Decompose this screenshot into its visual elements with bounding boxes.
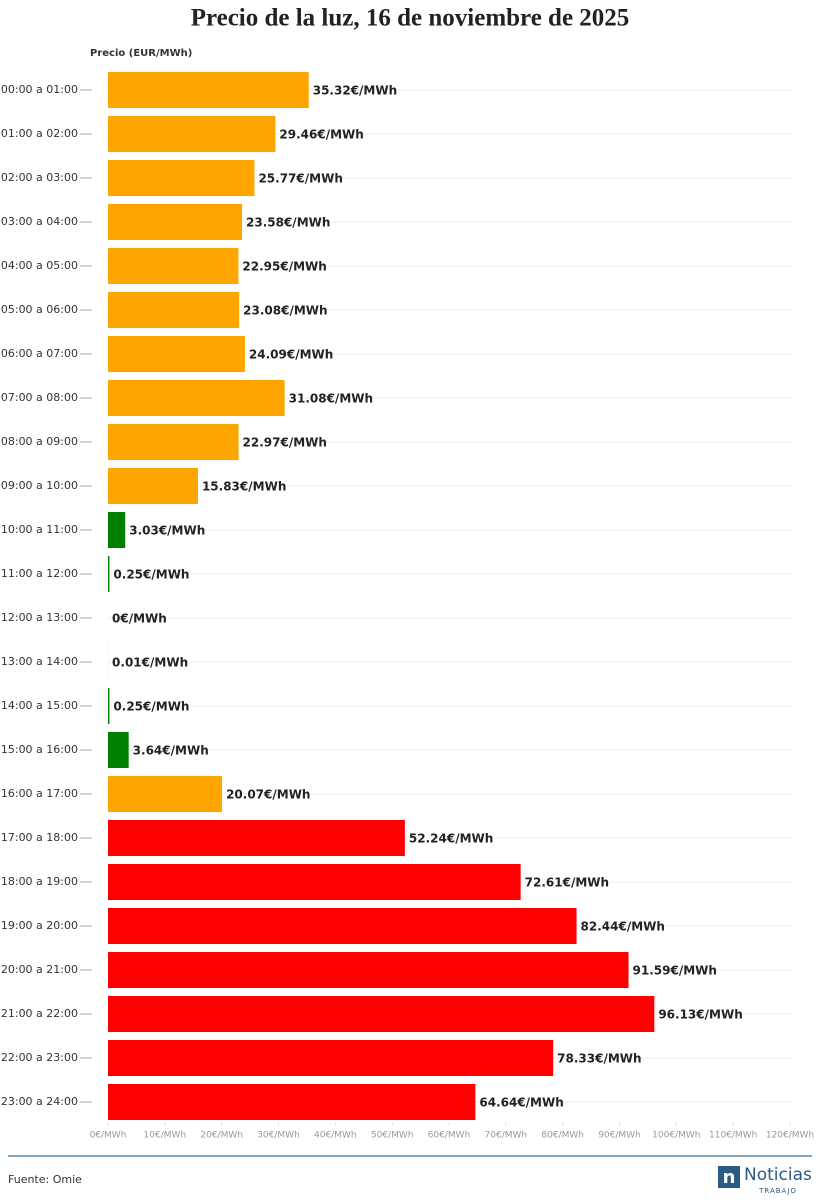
axis-label: Precio (EUR/MWh) (90, 48, 192, 59)
source: Fuente: Omie (8, 1173, 82, 1186)
y-tick-label: 23:00 a 24:00 (1, 1095, 78, 1108)
value-label: 82.44€/MWh (581, 920, 665, 934)
y-tick-label: 19:00 a 20:00 (1, 919, 78, 932)
value-label: 0€/MWh (112, 612, 167, 626)
y-tick-label: 11:00 a 12:00 (1, 567, 78, 580)
value-label: 22.95€/MWh (242, 260, 326, 274)
value-label: 15.83€/MWh (202, 480, 286, 494)
x-tick-label: 120€/MWh (766, 1131, 814, 1141)
y-tick-label: 00:00 a 01:00 (1, 83, 78, 96)
bar (108, 248, 239, 284)
x-tick-label: 80€/MWh (541, 1131, 584, 1141)
value-label: 23.08€/MWh (243, 304, 327, 318)
value-label: 31.08€/MWh (289, 392, 373, 406)
x-tick-label: 50€/MWh (371, 1131, 414, 1141)
y-tick-label: 10:00 a 11:00 (1, 523, 78, 536)
bar (108, 952, 629, 988)
bar (108, 292, 240, 328)
y-tick-label: 02:00 a 03:00 (1, 171, 78, 184)
logo-icon-letter: n (723, 1167, 736, 1188)
value-label: 78.33€/MWh (557, 1052, 641, 1066)
bar (108, 688, 110, 724)
y-tick-label: 21:00 a 22:00 (1, 1007, 78, 1020)
x-tick-label: 10€/MWh (144, 1131, 187, 1141)
value-label: 64.64€/MWh (479, 1096, 563, 1110)
y-tick-label: 16:00 a 17:00 (1, 787, 78, 800)
bar (108, 556, 110, 592)
bar (108, 72, 309, 108)
x-tick-label: 0€/MWh (90, 1131, 127, 1141)
x-tick-label: 30€/MWh (257, 1131, 300, 1141)
value-label: 91.59€/MWh (633, 964, 717, 978)
y-tick-label: 06:00 a 07:00 (1, 347, 78, 360)
bar (108, 512, 126, 548)
bar (108, 732, 129, 768)
y-tick-label: 22:00 a 23:00 (1, 1051, 78, 1064)
bar (108, 116, 276, 152)
value-label: 96.13€/MWh (658, 1008, 742, 1022)
value-label: 52.24€/MWh (409, 832, 493, 846)
y-tick-label: 13:00 a 14:00 (1, 655, 78, 668)
y-tick-label: 18:00 a 19:00 (1, 875, 78, 888)
bar (108, 424, 239, 460)
bar (108, 336, 245, 372)
y-tick-label: 05:00 a 06:00 (1, 303, 78, 316)
bar (108, 1084, 476, 1120)
y-tick-label: 03:00 a 04:00 (1, 215, 78, 228)
bar (108, 468, 198, 504)
logo-name: Noticias (744, 1165, 812, 1185)
value-label: 20.07€/MWh (226, 788, 310, 802)
y-tick-label: 15:00 a 16:00 (1, 743, 78, 756)
y-tick-label: 20:00 a 21:00 (1, 963, 78, 976)
x-tick-label: 110€/MWh (709, 1131, 757, 1141)
value-label: 3.64€/MWh (133, 744, 209, 758)
value-label: 0.01€/MWh (112, 656, 188, 670)
bar (108, 204, 243, 240)
y-tick-label: 01:00 a 02:00 (1, 127, 78, 140)
y-tick-label: 17:00 a 18:00 (1, 831, 78, 844)
logo-sub: TRABAJO (758, 1187, 797, 1195)
logo-icon (718, 1166, 740, 1188)
value-label: 35.32€/MWh (313, 84, 397, 98)
y-tick-label: 09:00 a 10:00 (1, 479, 78, 492)
bar (108, 776, 223, 812)
bar (108, 908, 577, 944)
x-tick-label: 70€/MWh (485, 1131, 528, 1141)
x-tick-label: 100€/MWh (652, 1131, 700, 1141)
bar (108, 1040, 554, 1076)
bar (108, 820, 405, 856)
value-label: 23.58€/MWh (246, 216, 330, 230)
value-label: 72.61€/MWh (525, 876, 609, 890)
value-label: 25.77€/MWh (258, 172, 342, 186)
y-tick-label: 12:00 a 13:00 (1, 611, 78, 624)
value-label: 24.09€/MWh (249, 348, 333, 362)
bar (108, 996, 655, 1032)
chart-title: Precio de la luz, 16 de noviembre de 202… (191, 5, 630, 32)
x-tick-label: 40€/MWh (314, 1131, 357, 1141)
value-label: 29.46€/MWh (279, 128, 363, 142)
y-tick-label: 07:00 a 08:00 (1, 391, 78, 404)
x-tick-label: 60€/MWh (428, 1131, 471, 1141)
value-label: 0.25€/MWh (113, 700, 189, 714)
y-tick-label: 14:00 a 15:00 (1, 699, 78, 712)
x-tick-label: 90€/MWh (598, 1131, 641, 1141)
value-label: 22.97€/MWh (243, 436, 327, 450)
value-label: 3.03€/MWh (129, 524, 205, 538)
bar (108, 380, 285, 416)
x-tick-label: 20€/MWh (200, 1131, 243, 1141)
value-label: 0.25€/MWh (113, 568, 189, 582)
y-tick-label: 04:00 a 05:00 (1, 259, 78, 272)
bar (108, 864, 521, 900)
bar (108, 160, 255, 196)
y-tick-label: 08:00 a 09:00 (1, 435, 78, 448)
